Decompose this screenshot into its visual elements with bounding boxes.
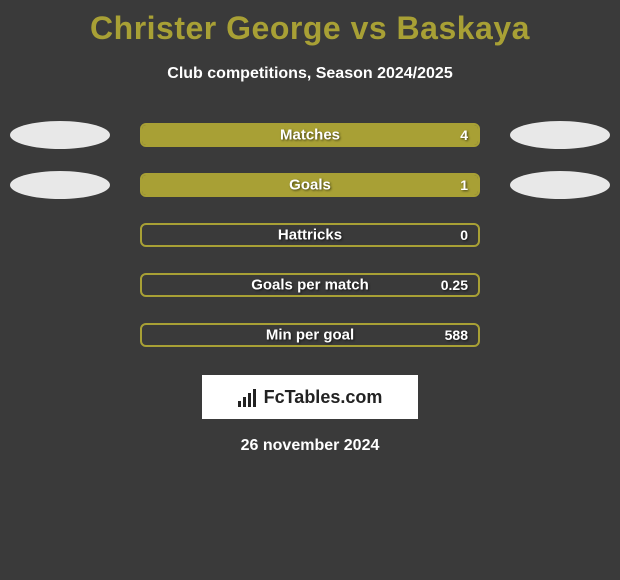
barchart-icon (238, 387, 260, 407)
stat-bar: Goals per match 0.25 (140, 273, 480, 297)
stat-bar: Min per goal 588 (140, 323, 480, 347)
stat-row: Min per goal 588 (0, 321, 620, 349)
stat-label: Hattricks (142, 227, 478, 244)
stat-row: Matches 4 (0, 121, 620, 149)
date-label: 26 november 2024 (0, 437, 620, 455)
left-ellipse (10, 171, 110, 199)
stat-label: Matches (142, 127, 478, 144)
page-title: Christer George vs Baskaya (0, 0, 620, 47)
stat-row: Goals 1 (0, 171, 620, 199)
stat-value: 1 (460, 177, 468, 193)
stat-value: 0 (460, 227, 468, 243)
stat-row: Hattricks 0 (0, 221, 620, 249)
infographic-container: Christer George vs Baskaya Club competit… (0, 0, 620, 580)
stat-label: Goals per match (142, 277, 478, 294)
stat-label: Goals (142, 177, 478, 194)
left-ellipse (10, 121, 110, 149)
stat-row: Goals per match 0.25 (0, 271, 620, 299)
stat-value: 4 (460, 127, 468, 143)
subtitle: Club competitions, Season 2024/2025 (0, 65, 620, 83)
logo-box: FcTables.com (202, 375, 418, 419)
stat-bar: Matches 4 (140, 123, 480, 147)
right-ellipse (510, 171, 610, 199)
right-ellipse (510, 121, 610, 149)
stat-value: 588 (445, 327, 468, 343)
logo-text: FcTables.com (264, 387, 383, 408)
stat-label: Min per goal (142, 327, 478, 344)
stat-bar: Hattricks 0 (140, 223, 480, 247)
stat-bar: Goals 1 (140, 173, 480, 197)
stats-list: Matches 4 Goals 1 Hattricks 0 (0, 121, 620, 349)
stat-value: 0.25 (441, 277, 468, 293)
